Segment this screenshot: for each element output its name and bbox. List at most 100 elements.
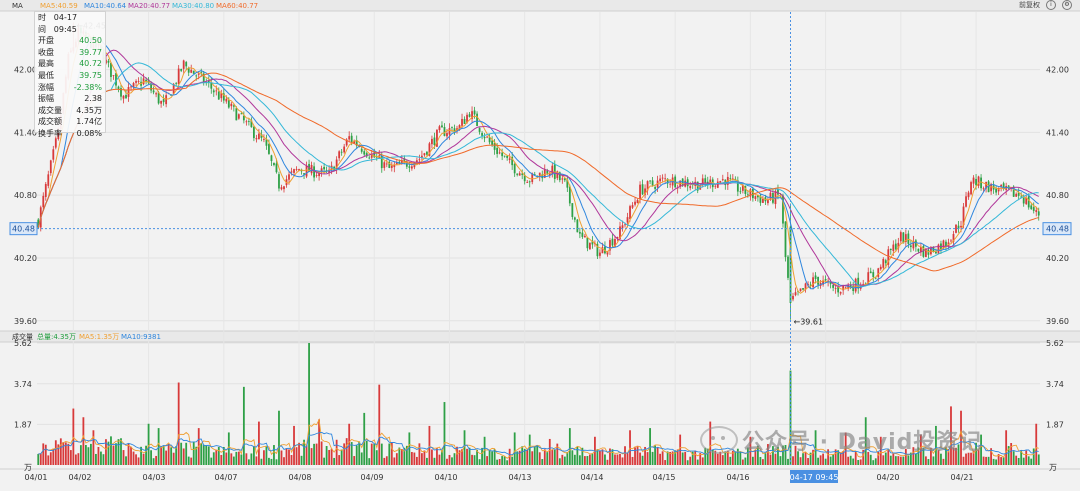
- volume-bar: [200, 443, 203, 465]
- candle-body: [1035, 210, 1038, 212]
- volume-bar: [937, 450, 940, 465]
- candle-body: [621, 225, 624, 229]
- volume-bar: [1030, 458, 1033, 465]
- volume-bar: [305, 444, 308, 465]
- volume-bar: [105, 439, 107, 465]
- candle-body: [250, 120, 253, 128]
- volume-bar: [513, 432, 516, 465]
- candle-body: [1002, 183, 1005, 190]
- price-tick-left: 42.00: [14, 66, 37, 75]
- volume-bar: [483, 436, 486, 465]
- volume-bar: [100, 451, 102, 465]
- info-icon[interactable]: i: [1046, 0, 1056, 10]
- candle-body: [202, 73, 205, 83]
- x-tick-label: 04/02: [68, 473, 91, 482]
- candle-body: [624, 224, 626, 226]
- volume-bar: [581, 447, 584, 465]
- volume-bar: [817, 457, 819, 465]
- volume-tick-right: 3.74: [1046, 380, 1064, 389]
- candle-body: [503, 155, 506, 157]
- candle-body: [222, 93, 225, 101]
- volume-bar: [902, 456, 905, 465]
- volume-bar: [671, 451, 674, 465]
- volume-bar: [150, 450, 152, 465]
- volume-bar: [651, 451, 654, 465]
- crosshair-price-right: 40.48: [1046, 225, 1069, 234]
- volume-bar: [917, 447, 920, 465]
- volume-bar: [293, 425, 295, 465]
- volume-ma-line: [38, 431, 1039, 456]
- volume-bar: [478, 459, 481, 465]
- candle-body: [884, 260, 887, 264]
- candle-body: [872, 272, 875, 277]
- adjust-mode-selector[interactable]: 前复权: [1019, 1, 1040, 9]
- volume-bar: [466, 448, 468, 465]
- ma-legend-0: MA5:40.59: [40, 2, 78, 10]
- toolbar: 前复权 i ⚙: [1019, 0, 1072, 10]
- candle-body: [942, 240, 945, 249]
- candle-body: [142, 78, 145, 85]
- candle-body: [919, 247, 922, 253]
- candle-body: [553, 163, 556, 179]
- candle-body: [343, 146, 346, 153]
- candle-body: [729, 178, 732, 180]
- info-key: 收盘: [38, 47, 54, 57]
- candle-body: [368, 157, 371, 159]
- candle-body: [867, 272, 870, 285]
- candle-body: [491, 140, 494, 145]
- candle-body: [390, 165, 393, 168]
- volume-bar: [145, 445, 147, 465]
- volume-bar: [290, 455, 293, 465]
- candle-body: [160, 100, 163, 104]
- candle-body: [120, 88, 122, 97]
- candle-body: [175, 83, 178, 85]
- candle-body: [200, 72, 203, 74]
- volume-bar: [69, 450, 72, 465]
- candle-body: [950, 240, 952, 242]
- volume-bar: [985, 456, 987, 465]
- volume-bar: [102, 454, 105, 465]
- volume-bar: [960, 410, 962, 465]
- candle-body: [303, 173, 305, 175]
- candle-body: [659, 178, 662, 182]
- wechat-icon: [700, 426, 738, 454]
- candle-body: [192, 70, 195, 74]
- candle-body: [862, 283, 865, 285]
- candle-body: [471, 111, 473, 119]
- candle-body: [551, 165, 554, 175]
- crosshair-time-box: [790, 470, 838, 483]
- volume-bar: [140, 446, 142, 465]
- candle-body: [604, 246, 606, 254]
- volume-bar: [285, 448, 288, 465]
- volume-bar: [842, 451, 845, 465]
- volume-bar: [897, 456, 900, 465]
- volume-bar: [268, 457, 270, 465]
- volume-bar: [609, 448, 611, 465]
- candle-body: [912, 240, 915, 249]
- candle-body: [400, 160, 403, 164]
- info-value: 1.74亿: [76, 117, 102, 127]
- volume-bar: [67, 443, 70, 465]
- volume-bar: [488, 449, 491, 465]
- volume-bar: [333, 457, 336, 465]
- candle-body: [754, 196, 757, 199]
- x-tick-label: 04/09: [360, 473, 383, 482]
- volume-bar: [481, 447, 483, 465]
- candle-body: [353, 140, 356, 144]
- candle-body: [355, 140, 358, 146]
- volume-bar: [508, 448, 511, 465]
- settings-icon[interactable]: ⚙: [1062, 0, 1072, 10]
- volume-bar: [669, 452, 672, 465]
- volume-bar: [1015, 455, 1018, 465]
- volume-bar: [982, 456, 985, 465]
- volume-bar: [819, 455, 822, 465]
- candle-body: [212, 90, 215, 93]
- volume-bar: [375, 450, 378, 465]
- candle-body: [255, 138, 258, 140]
- candle-body: [468, 114, 471, 117]
- volume-bar: [691, 451, 694, 465]
- candle-body: [1025, 197, 1028, 205]
- x-tick-label: 04/15: [652, 473, 675, 482]
